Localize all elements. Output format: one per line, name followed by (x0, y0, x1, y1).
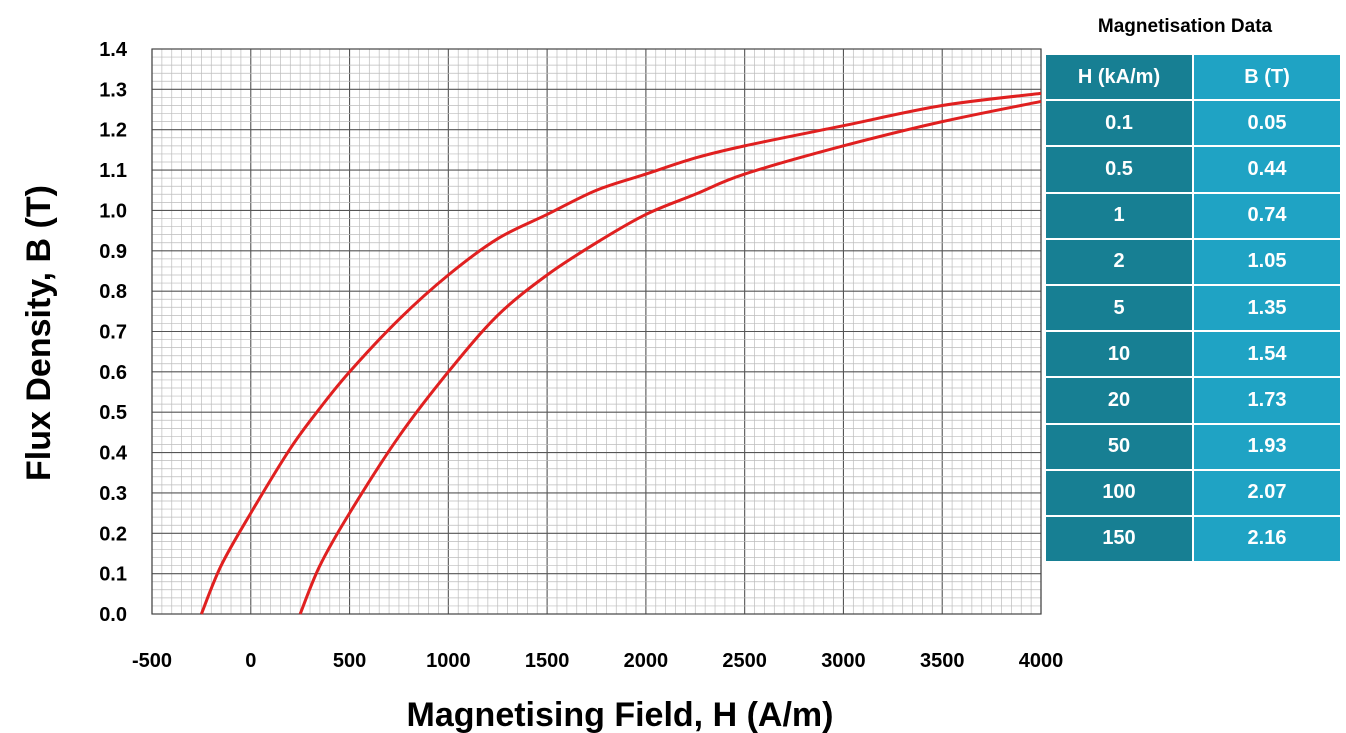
x-tick-label: 3000 (821, 650, 866, 672)
cell-b: 1.73 (1192, 376, 1342, 425)
header-h: H (kA/m) (1044, 52, 1194, 102)
x-tick-label: 500 (333, 650, 366, 672)
cell-b: 1.54 (1192, 330, 1342, 379)
cell-h: 2 (1044, 237, 1194, 286)
cell-h: 0.1 (1044, 99, 1194, 148)
cell-b: 1.35 (1192, 283, 1342, 333)
bh-curve-2 (298, 99, 1042, 615)
x-tick-label: 0 (245, 650, 256, 672)
x-tick-label: 1500 (525, 650, 570, 672)
cell-h: 0.5 (1044, 145, 1194, 194)
y-tick-label: 1.0 (99, 200, 127, 222)
table-row: 10 1.54 (1044, 330, 1342, 379)
y-tick-label: 0.2 (99, 523, 127, 545)
table-row: 100 2.07 (1044, 468, 1342, 517)
table-title: Magnetisation Data (1097, 16, 1273, 37)
cell-h: 150 (1044, 514, 1194, 564)
cell-h: 10 (1044, 330, 1194, 379)
magnetisation-data-table: H (kA/m) B (T) 0.1 0.05 0.5 0.44 1 0.74 2 1.… (1044, 52, 1342, 564)
table-row: 50 1.93 (1044, 422, 1342, 471)
cell-h: 1 (1044, 191, 1194, 240)
y-tick-label: 0.9 (99, 241, 127, 263)
cell-b: 2.16 (1192, 514, 1342, 564)
y-tick-label: 1.2 (99, 120, 127, 142)
cell-b: 1.05 (1192, 237, 1342, 286)
cell-b: 2.07 (1192, 468, 1342, 517)
y-tick-label: 1.4 (99, 39, 128, 61)
cell-h: 5 (1044, 283, 1194, 333)
x-tick-label: 4000 (1019, 650, 1064, 672)
y-tick-label: 0.4 (99, 443, 128, 465)
cell-h: 50 (1044, 422, 1194, 471)
cell-b: 0.05 (1192, 99, 1342, 148)
y-tick-label: 0.3 (99, 483, 127, 505)
y-tick-label: 0.0 (99, 604, 127, 626)
x-axis-title: Magnetising Field, H (A/m) (407, 696, 834, 733)
curve-layer (200, 91, 1042, 615)
table-row: 5 1.35 (1044, 283, 1342, 333)
header-b: B (T) (1192, 52, 1342, 102)
y-tick-label: 1.3 (99, 79, 127, 101)
plot-frame (151, 48, 1042, 615)
y-tick-label: 0.6 (99, 362, 127, 384)
x-tick-label: 1000 (426, 650, 471, 672)
bh-curve-1 (200, 91, 1042, 615)
y-tick-label: 1.1 (99, 160, 127, 182)
cell-h: 100 (1044, 468, 1194, 517)
y-tick-label: 0.5 (99, 402, 127, 424)
y-tick-label: 0.7 (99, 322, 127, 344)
table-row: 150 2.16 (1044, 514, 1342, 564)
table-header-row: H (kA/m) B (T) (1044, 52, 1342, 102)
table-row: 1 0.74 (1044, 191, 1342, 240)
plot-grid (151, 48, 1042, 615)
table-row: 2 1.05 (1044, 237, 1342, 286)
x-tick-label: -500 (132, 650, 172, 672)
table-row: 0.5 0.44 (1044, 145, 1342, 194)
cell-b: 1.93 (1192, 422, 1342, 471)
cell-b: 0.44 (1192, 145, 1342, 194)
tick-label-layer: -500 0 500 1000 1500 2000 2500 3000 3500 4000 0.0 0… (99, 39, 1063, 672)
cell-h: 20 (1044, 376, 1194, 425)
y-tick-label: 0.8 (99, 281, 127, 303)
cell-b: 0.74 (1192, 191, 1342, 240)
x-tick-label: 2000 (624, 650, 669, 672)
x-tick-label: 2500 (722, 650, 767, 672)
table-row: 20 1.73 (1044, 376, 1342, 425)
x-tick-label: 3500 (920, 650, 965, 672)
y-axis-title: Flux Density, B (T) (20, 185, 58, 481)
table-row: 0.1 0.05 (1044, 99, 1342, 148)
y-tick-label: 0.1 (99, 564, 127, 586)
